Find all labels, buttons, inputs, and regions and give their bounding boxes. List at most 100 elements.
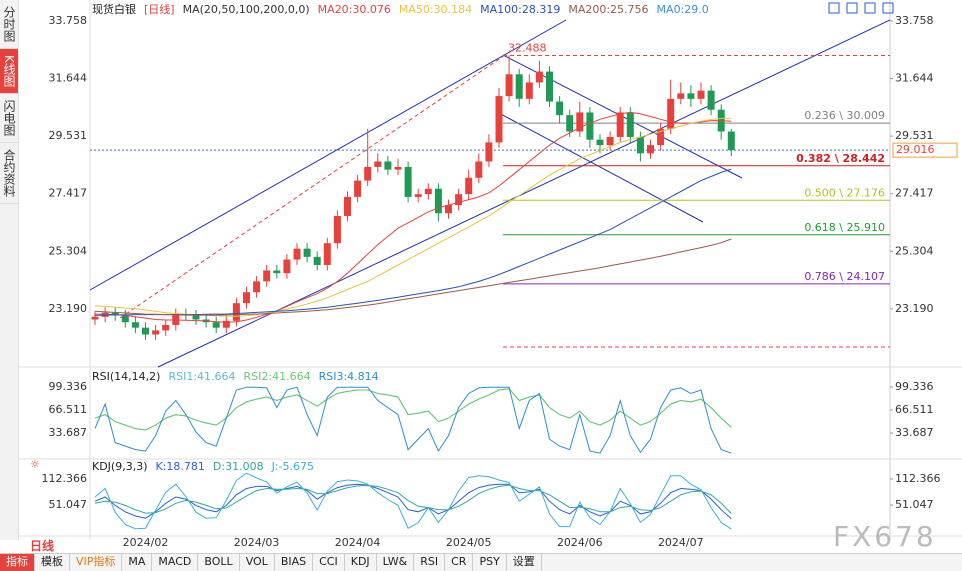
legend-entry: J:-5.675 — [271, 460, 314, 473]
icon[interactable] — [882, 2, 894, 14]
icon[interactable] — [846, 2, 858, 14]
y-tick-label: 31.644 — [895, 72, 934, 85]
candle-body — [121, 315, 129, 323]
candle-body — [465, 177, 473, 195]
candle-body — [606, 136, 614, 146]
candle-body — [384, 161, 392, 170]
series-line — [94, 484, 732, 514]
toolbar-button[interactable]: 设置 — [507, 554, 542, 571]
candle-body — [162, 324, 170, 331]
candle-body — [505, 74, 513, 97]
series-line — [94, 386, 732, 454]
y-tick-label: 33.687 — [895, 426, 934, 439]
y-tick-label: 112.366 — [895, 472, 941, 485]
candle-body — [485, 142, 493, 162]
toolbar-button[interactable]: PSY — [473, 554, 507, 571]
candle-body — [434, 188, 442, 214]
toolbar-button[interactable]: MA — [122, 554, 153, 571]
series-line — [94, 388, 732, 431]
candle-body — [192, 315, 200, 320]
candle-body — [546, 71, 553, 102]
toolbar-button[interactable]: 模板 — [35, 554, 70, 571]
icon: ☼ — [30, 458, 40, 471]
fib-label: 0.236 \ 30.009 — [804, 109, 885, 122]
fib-label: 0.618 \ 25.910 — [804, 221, 885, 234]
side-tab[interactable]: 分时图 — [0, 0, 18, 49]
candle-body — [475, 161, 483, 178]
legend-entry: MA100:28.319 — [480, 3, 560, 16]
toolbar-button[interactable]: BOLL — [198, 554, 240, 571]
candle-body — [566, 115, 574, 132]
candle-body — [636, 136, 644, 154]
candle-body — [283, 259, 291, 274]
y-tick-label: 33.687 — [49, 426, 88, 439]
candle-body — [404, 166, 412, 197]
y-tick-label: 31.644 — [49, 72, 88, 85]
candle-body — [667, 98, 675, 129]
period-selector[interactable]: 日线 — [30, 539, 55, 553]
candle-body — [616, 112, 624, 137]
y-tick-label: 33.758 — [895, 14, 934, 27]
toolbar-button[interactable]: BIAS — [275, 554, 314, 571]
side-tab[interactable]: 闪电图 — [0, 94, 18, 143]
series-line — [94, 472, 732, 530]
legend-entry: RSI3:4.814 — [319, 370, 379, 383]
candle-body — [344, 196, 351, 216]
toolbar: 指标 模板 VIP指标 MA MACD BOLL VOL BIAS CCI KDJ LW& RSI CR… — [0, 553, 962, 571]
candle-body — [333, 215, 341, 244]
toolbar-button[interactable]: VIP指标 — [70, 554, 123, 571]
y-tick-label: 27.417 — [49, 187, 88, 200]
candle-body — [515, 74, 523, 99]
icon[interactable] — [828, 2, 840, 14]
y-tick-label: 29.531 — [49, 129, 88, 142]
candle-body — [374, 161, 382, 167]
y-tick-label: 99.336 — [895, 380, 934, 393]
candle-body — [677, 93, 685, 99]
legend-entry: D:31.008 — [213, 460, 264, 473]
toolbar-button[interactable]: VOL — [240, 554, 275, 571]
candle-body — [243, 292, 250, 304]
candle-body — [596, 139, 604, 146]
last-price-box — [892, 142, 958, 158]
legend-entry: MA200:25.756 — [568, 3, 648, 16]
candle-body — [495, 96, 503, 143]
x-tick-label: 2024/03 — [234, 536, 280, 549]
candle-body — [414, 194, 422, 197]
trend-line — [157, 19, 891, 368]
y-tick-label: 99.336 — [49, 380, 88, 393]
series-line — [94, 483, 732, 520]
candle-body — [626, 112, 634, 137]
toolbar-button[interactable]: KDJ — [345, 554, 377, 571]
candle-body — [313, 256, 321, 266]
toolbar-button[interactable]: 指标 — [0, 554, 35, 571]
fib-label: 0.786 \ 24.107 — [804, 270, 885, 283]
fib-label: 0.500 \ 27.176 — [804, 186, 885, 199]
icon[interactable] — [864, 2, 876, 14]
candle-body — [525, 82, 533, 99]
side-tab[interactable]: 合约资料 — [0, 143, 18, 204]
toolbar-icons[interactable] — [828, 2, 894, 14]
side-tab[interactable]: K线图 — [0, 49, 18, 94]
candle-body — [303, 248, 311, 257]
toolbar-button[interactable]: MACD — [152, 554, 199, 571]
toolbar-button[interactable]: CR — [445, 554, 474, 571]
legend-entry: MA20:30.076 — [318, 3, 391, 16]
watermark: FX678 — [833, 520, 937, 553]
series-line — [94, 168, 732, 316]
candle-body — [727, 131, 735, 151]
candle-body — [222, 320, 230, 328]
candle-body — [142, 327, 149, 335]
candle-body — [111, 312, 119, 316]
candle-body — [293, 248, 301, 260]
candle-body — [586, 112, 594, 140]
x-tick-label: 2024/06 — [557, 536, 603, 549]
y-tick-label: 66.511 — [49, 403, 88, 416]
y-tick-label: 112.366 — [42, 472, 88, 485]
series-line — [94, 238, 732, 316]
last-price-label: 29.016 — [896, 143, 935, 156]
toolbar-button[interactable]: CCI — [313, 554, 345, 571]
toolbar-button[interactable]: LW& — [377, 554, 415, 571]
y-tick-label: 29.531 — [895, 129, 934, 142]
candle-body — [576, 112, 584, 132]
toolbar-button[interactable]: RSI — [414, 554, 446, 571]
